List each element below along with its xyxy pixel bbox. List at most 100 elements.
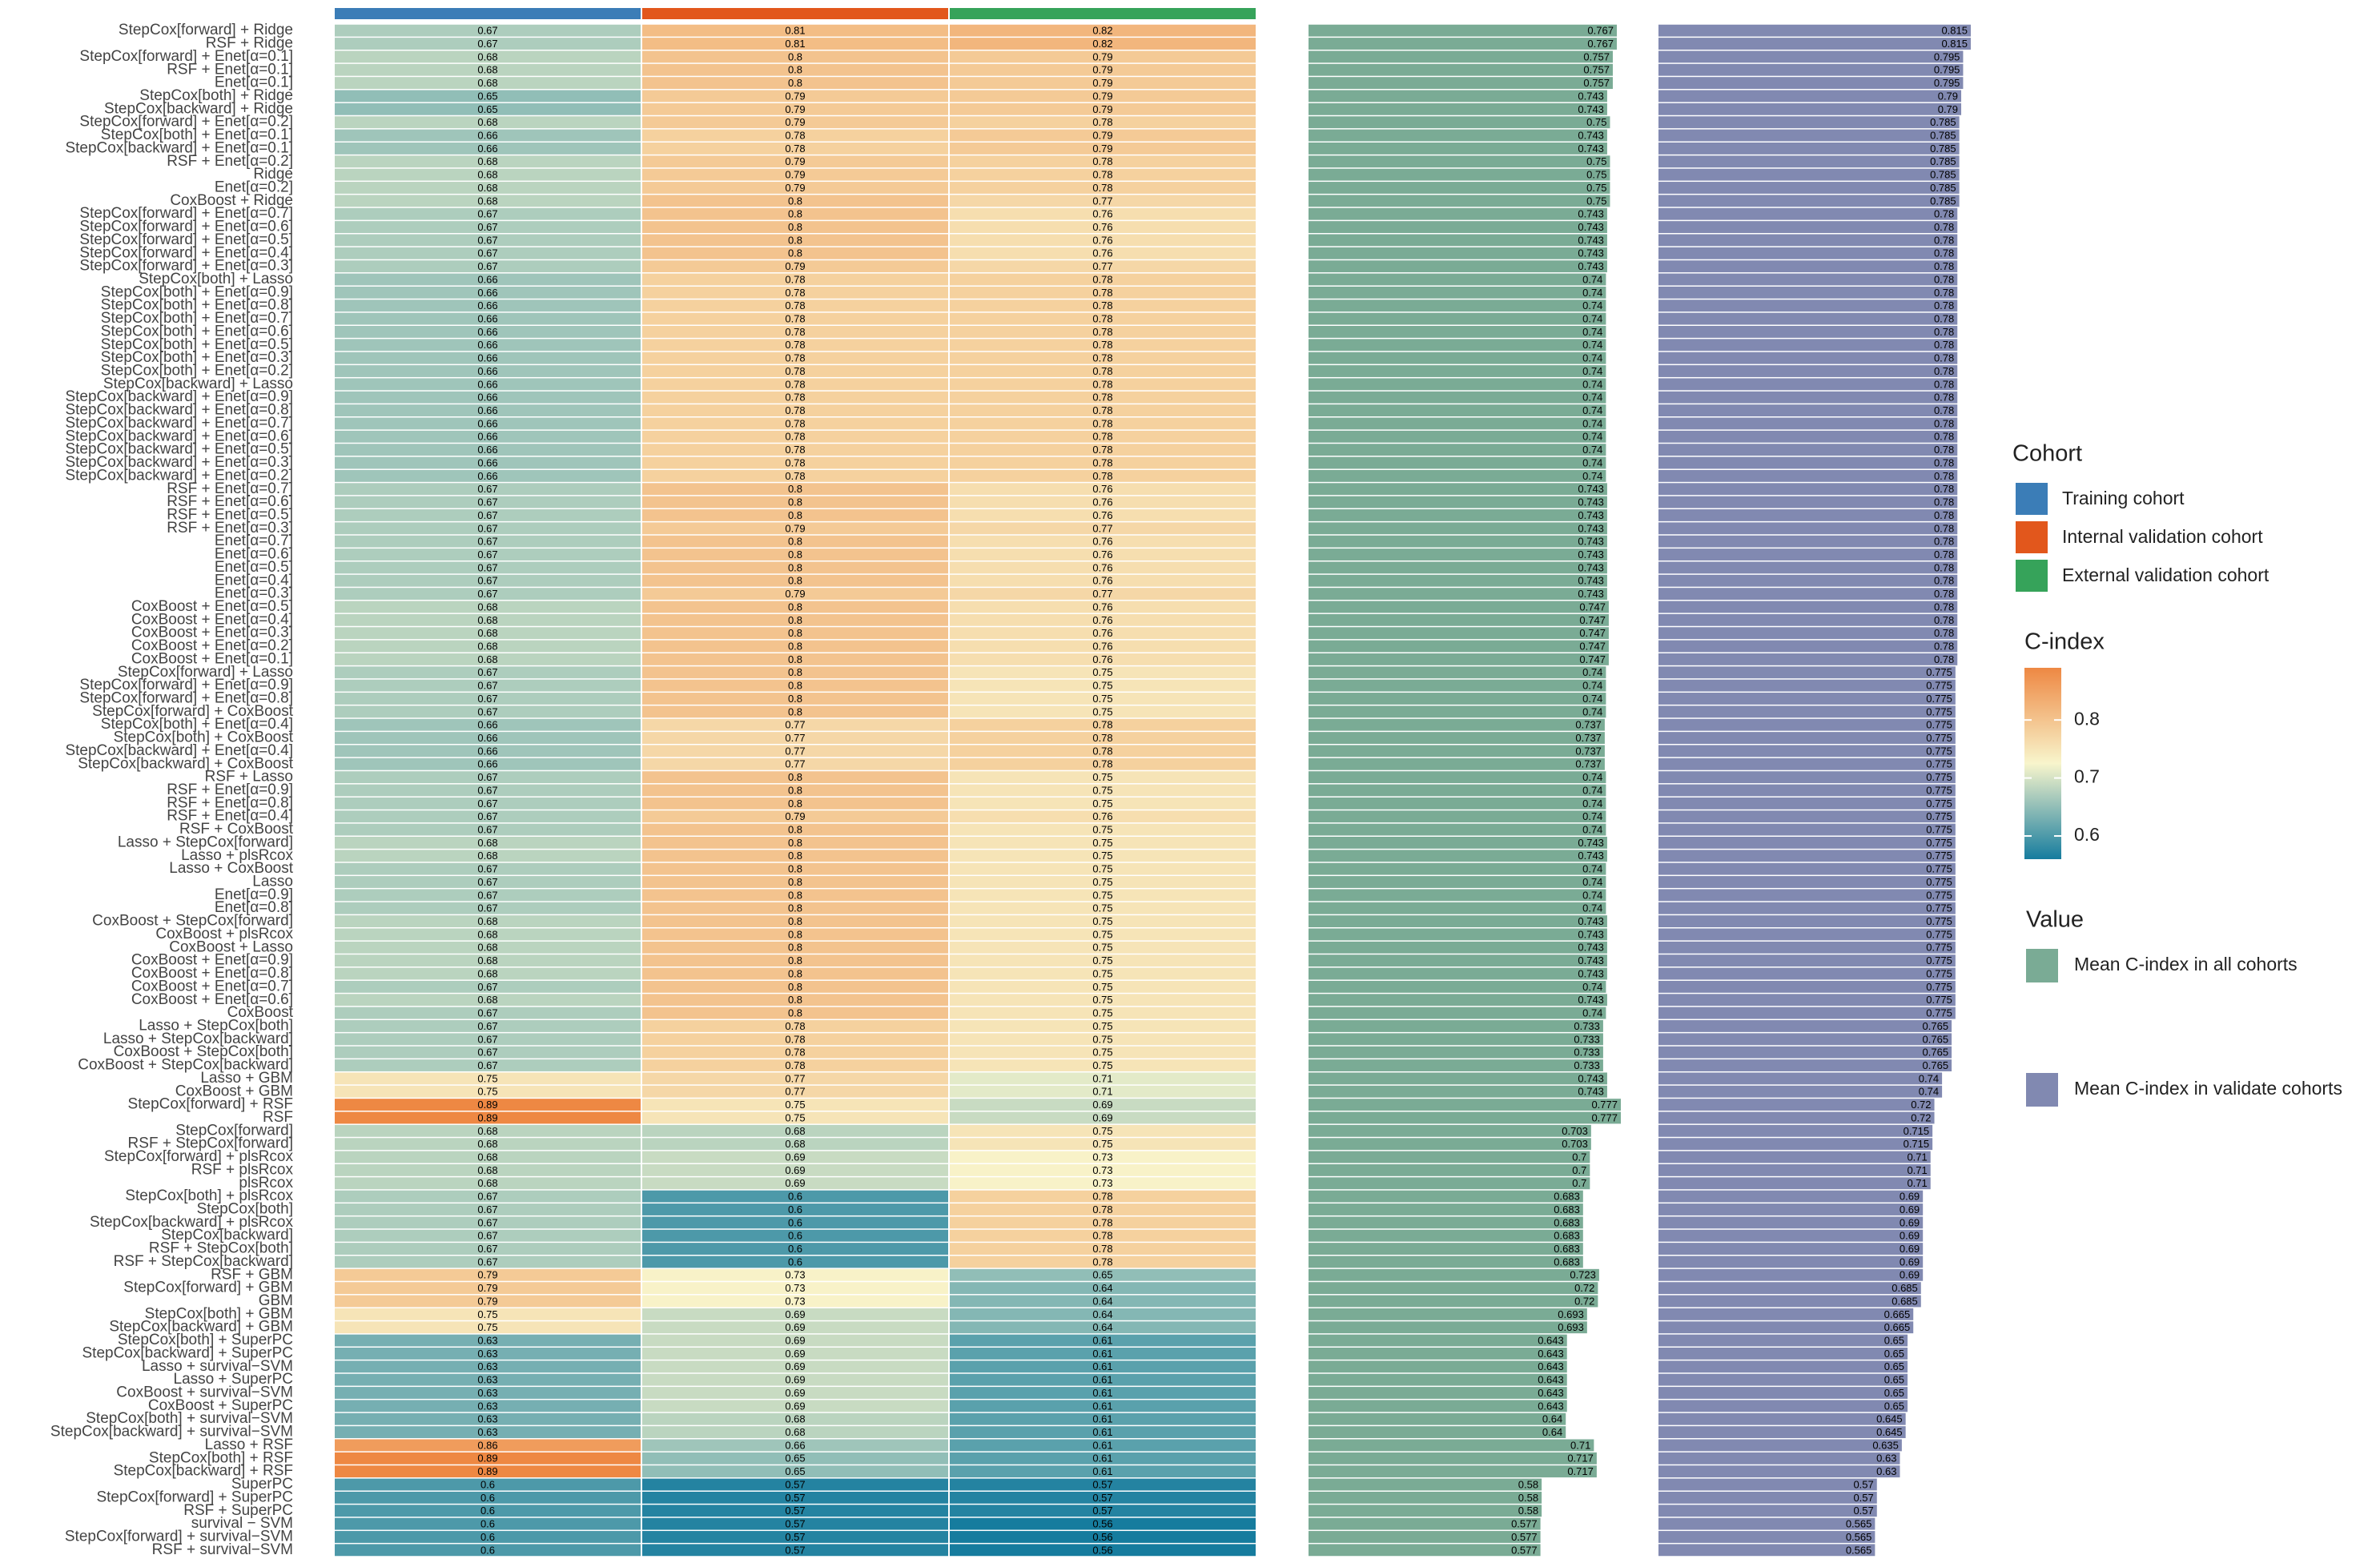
row-label: StepCox[backward] + Enet[α=0.7] bbox=[65, 415, 293, 432]
bar-label: 0.78 bbox=[1934, 287, 1954, 299]
bar bbox=[1658, 1059, 1952, 1071]
bar-label: 0.715 bbox=[1904, 1125, 1930, 1137]
heat-cell bbox=[335, 1321, 641, 1334]
bar bbox=[1309, 640, 1609, 653]
bar bbox=[1309, 902, 1606, 914]
cell-label: 0.73 bbox=[785, 1269, 805, 1281]
bar bbox=[1309, 496, 1607, 508]
bar bbox=[1658, 1478, 1877, 1491]
heat-cell bbox=[642, 483, 948, 496]
heat-cell bbox=[642, 653, 948, 665]
heat-cell bbox=[642, 1268, 948, 1281]
bar bbox=[1309, 745, 1605, 757]
bar-label: 0.64 bbox=[1542, 1426, 1562, 1438]
cell-label: 0.78 bbox=[785, 1059, 805, 1071]
cell-label: 0.77 bbox=[785, 745, 805, 757]
bar-label: 0.577 bbox=[1511, 1518, 1538, 1530]
cell-label: 0.67 bbox=[477, 221, 497, 233]
bar-label: 0.775 bbox=[1926, 994, 1952, 1006]
colorbar-tick-label: 0.8 bbox=[2074, 708, 2100, 729]
heat-cell bbox=[950, 1439, 1256, 1452]
bar bbox=[1309, 810, 1606, 823]
heat-cell bbox=[335, 90, 641, 102]
cell-label: 0.75 bbox=[477, 1072, 497, 1084]
row-label: StepCox[forward] + RSF bbox=[128, 1096, 293, 1113]
bar bbox=[1658, 182, 1960, 194]
cell-label: 0.66 bbox=[477, 299, 497, 311]
bar-label: 0.71 bbox=[1907, 1164, 1927, 1176]
bar bbox=[1658, 1256, 1924, 1268]
cell-label: 0.56 bbox=[1092, 1518, 1112, 1530]
cell-label: 0.79 bbox=[785, 116, 805, 128]
heat-cell bbox=[950, 1138, 1256, 1151]
bar bbox=[1309, 404, 1606, 417]
cell-label: 0.66 bbox=[477, 417, 497, 429]
cell-label: 0.8 bbox=[788, 77, 802, 89]
row-label: CoxBoost + Enet[α=0.3] bbox=[131, 625, 293, 641]
heat-cell bbox=[335, 1531, 641, 1543]
heat-cell bbox=[335, 483, 641, 496]
bar bbox=[1658, 1151, 1931, 1163]
bar-label: 0.74 bbox=[1582, 392, 1602, 404]
bar bbox=[1658, 1046, 1952, 1059]
cell-label: 0.75 bbox=[1092, 915, 1112, 927]
cell-label: 0.68 bbox=[477, 169, 497, 181]
bar-label: 0.643 bbox=[1538, 1360, 1564, 1372]
heat-cell bbox=[950, 1348, 1256, 1360]
bar bbox=[1658, 757, 1956, 770]
bar-label: 0.69 bbox=[1900, 1243, 1920, 1255]
heat-cell bbox=[335, 1295, 641, 1308]
heat-cell bbox=[335, 1360, 641, 1373]
cell-label: 0.78 bbox=[785, 273, 805, 285]
heat-cell bbox=[642, 312, 948, 325]
bar bbox=[1658, 902, 1956, 914]
bar bbox=[1309, 522, 1607, 535]
bar bbox=[1309, 483, 1607, 496]
heat-cell bbox=[335, 718, 641, 731]
heat-cell bbox=[335, 221, 641, 233]
bar bbox=[1658, 1387, 1908, 1399]
heat-cell bbox=[335, 627, 641, 640]
cell-label: 0.8 bbox=[788, 994, 802, 1006]
cell-label: 0.8 bbox=[788, 666, 802, 678]
heat-cell bbox=[335, 1544, 641, 1557]
bar bbox=[1658, 1243, 1924, 1255]
heat-cell bbox=[642, 195, 948, 207]
bar-label: 0.737 bbox=[1575, 719, 1602, 731]
row-label: RSF + CoxBoost bbox=[179, 821, 294, 838]
heat-cell bbox=[642, 221, 948, 233]
cell-label: 0.8 bbox=[788, 234, 802, 246]
heat-cell bbox=[950, 522, 1256, 535]
cell-label: 0.61 bbox=[1092, 1335, 1112, 1347]
bar bbox=[1658, 1373, 1908, 1386]
bar bbox=[1309, 456, 1606, 469]
bar bbox=[1658, 535, 1958, 548]
bar-label: 0.815 bbox=[1941, 38, 1968, 50]
bar bbox=[1658, 1072, 1943, 1085]
cell-label: 0.76 bbox=[1092, 548, 1112, 561]
cell-label: 0.69 bbox=[785, 1321, 805, 1333]
cell-label: 0.67 bbox=[477, 889, 497, 901]
heat-cell bbox=[642, 142, 948, 155]
cell-label: 0.67 bbox=[477, 1203, 497, 1215]
bar-label: 0.775 bbox=[1926, 824, 1952, 836]
bar-label: 0.74 bbox=[1582, 693, 1602, 705]
cell-label: 0.67 bbox=[477, 260, 497, 272]
heat-cell bbox=[950, 889, 1256, 902]
bar-label: 0.74 bbox=[1582, 902, 1602, 914]
heat-cell bbox=[335, 273, 641, 286]
heat-cell bbox=[335, 339, 641, 352]
bar bbox=[1309, 1203, 1583, 1215]
colorbar bbox=[2024, 668, 2061, 859]
bar bbox=[1309, 312, 1606, 325]
legend-swatch bbox=[2026, 949, 2058, 982]
bar-label: 0.795 bbox=[1934, 50, 1960, 62]
cell-label: 0.75 bbox=[1092, 1138, 1112, 1150]
cell-label: 0.68 bbox=[477, 601, 497, 613]
bar bbox=[1658, 522, 1958, 535]
bar bbox=[1658, 1452, 1900, 1465]
bar-label: 0.69 bbox=[1900, 1216, 1920, 1228]
cell-label: 0.73 bbox=[785, 1295, 805, 1307]
row-label: Lasso + survival−SVM bbox=[142, 1358, 293, 1375]
row-label: CoxBoost + Enet[α=0.1] bbox=[131, 650, 293, 667]
